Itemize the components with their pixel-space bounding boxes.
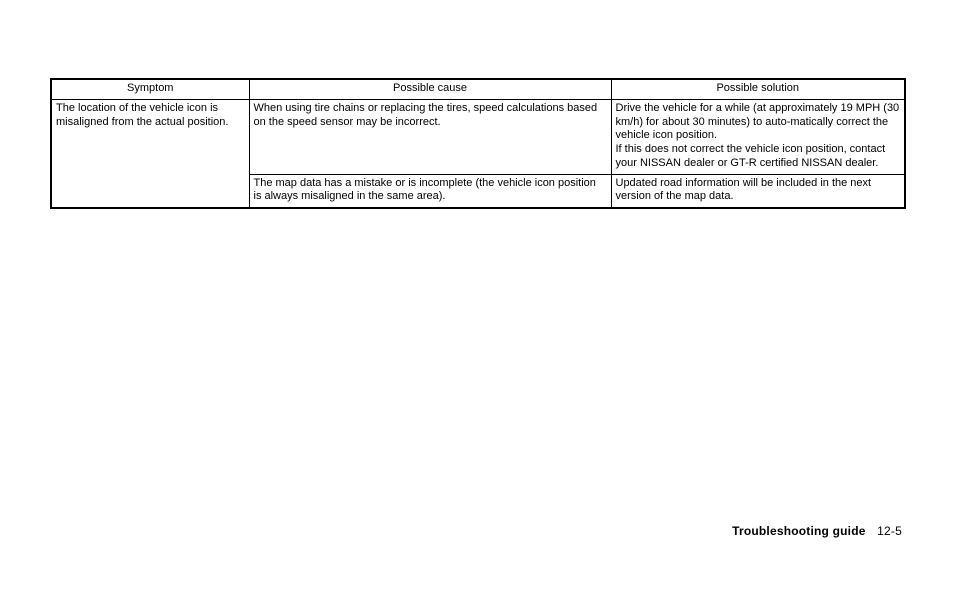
page-container: Symptom Possible cause Possible solution… xyxy=(0,0,954,590)
cell-cause: When using tire chains or replacing the … xyxy=(249,99,611,174)
troubleshooting-table: Symptom Possible cause Possible solution… xyxy=(50,78,906,209)
header-symptom: Symptom xyxy=(51,79,249,99)
header-cause: Possible cause xyxy=(249,79,611,99)
page-footer: Troubleshooting guide 12-5 xyxy=(732,524,902,538)
cell-cause: The map data has a mistake or is incompl… xyxy=(249,174,611,208)
cell-solution: Updated road information will be include… xyxy=(611,174,905,208)
cell-solution: Drive the vehicle for a while (at approx… xyxy=(611,99,905,174)
table-row: The location of the vehicle icon is misa… xyxy=(51,99,905,174)
footer-page-number: 12-5 xyxy=(877,524,902,538)
cell-symptom: The location of the vehicle icon is misa… xyxy=(51,99,249,208)
table-header-row: Symptom Possible cause Possible solution xyxy=(51,79,905,99)
header-solution: Possible solution xyxy=(611,79,905,99)
footer-section-label: Troubleshooting guide xyxy=(732,524,866,538)
